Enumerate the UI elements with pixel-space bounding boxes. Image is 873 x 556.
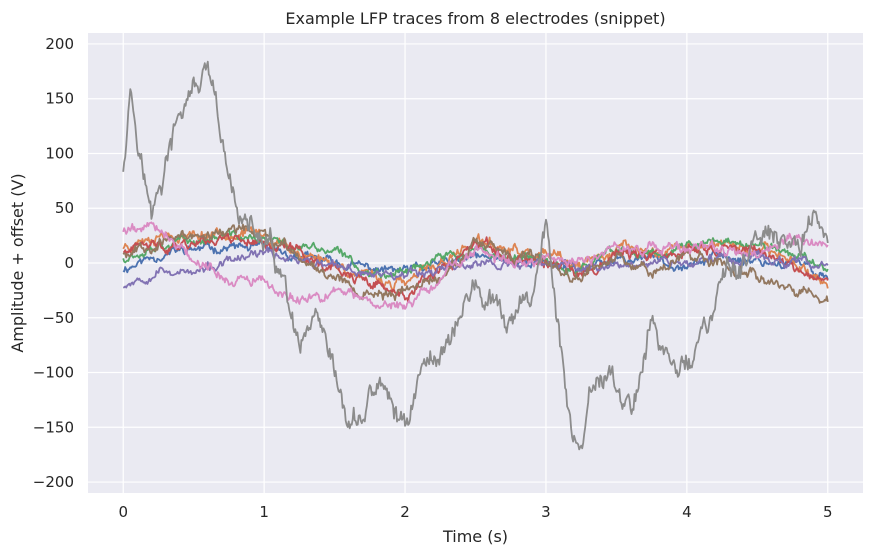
series-line-electrode-6 [122,223,829,304]
y-tick-label: −150 [33,418,74,436]
x-axis-label: Time (s) [442,527,508,546]
x-tick-label: 1 [259,503,269,521]
grid-lines [88,33,863,493]
series-line-electrode-5 [122,245,829,289]
x-tick-label: 5 [823,503,833,521]
chart-title: Example LFP traces from 8 electrodes (sn… [285,9,665,28]
y-tick-label: −200 [33,473,74,491]
series-line-electrode-8 [122,60,829,451]
y-tick-label: 0 [64,254,74,272]
y-tick-label: −100 [33,364,74,382]
y-tick-label: 200 [45,35,74,53]
series-line-electrode-7 [122,221,829,310]
y-tick-label: 100 [45,144,74,162]
y-tick-label: 150 [45,90,74,108]
x-tick-label: 0 [118,503,128,521]
x-tick-label: 3 [541,503,551,521]
series-line-electrode-1 [122,239,829,280]
y-axis-label: Amplitude + offset (V) [8,173,27,352]
series-layer [122,60,829,451]
x-tick-label: 2 [400,503,410,521]
y-tick-label: −50 [42,309,74,327]
y-tick-label: 50 [55,199,74,217]
tick-labels: 0 1 2 3 4 5 −200 −150 −100 −50 0 50 100 150 200 [33,35,833,521]
x-tick-label: 4 [682,503,692,521]
